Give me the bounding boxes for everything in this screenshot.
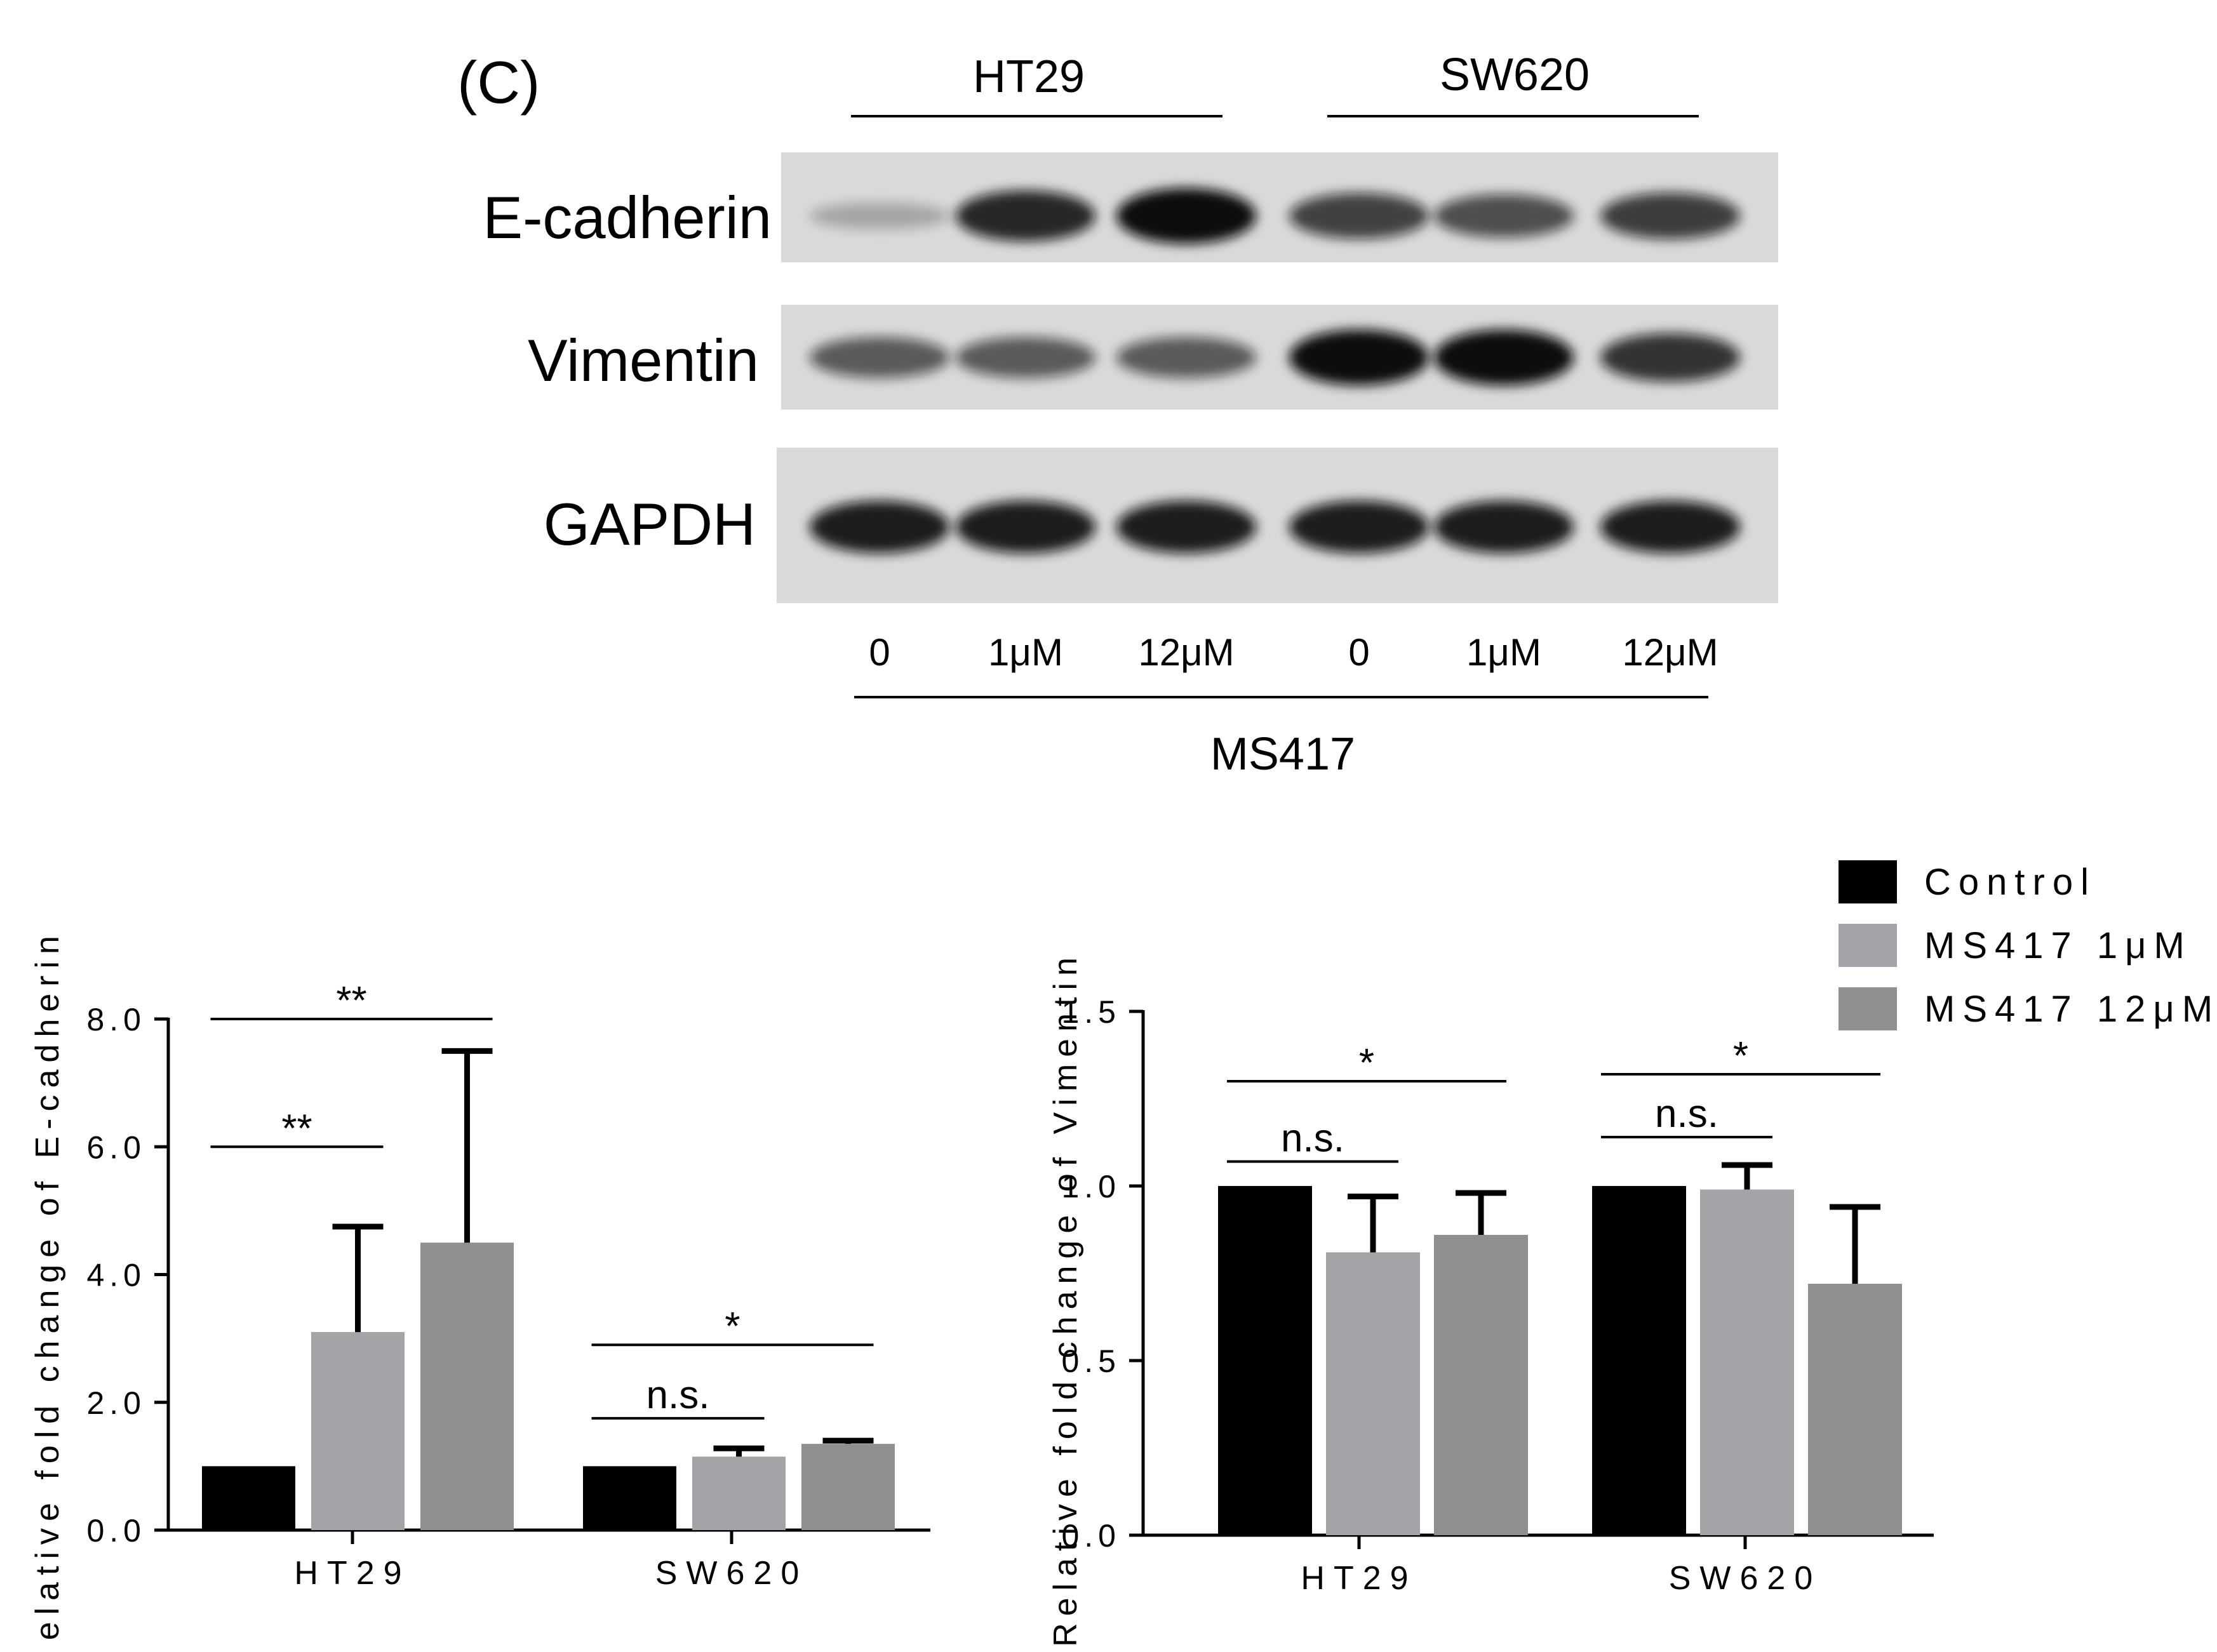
x-tick-label: SW620 [1669, 1560, 1822, 1597]
blot-band [810, 202, 949, 230]
x-tick-label: SW620 [655, 1555, 808, 1592]
significance-label: n.s. [1281, 1117, 1344, 1161]
blot-band [1434, 194, 1574, 238]
significance-label: ** [281, 1107, 312, 1150]
y-tick-label: 2.0 [86, 1385, 146, 1421]
legend-swatch [1839, 987, 1897, 1030]
blot-row-label-gapdh: GAPDH [544, 491, 756, 557]
blot-row-label-ecadherin: E-cadherin [483, 184, 772, 251]
legend-label: MS417 1μM [1924, 925, 2192, 966]
blot-band [1434, 330, 1574, 385]
blot-band [1289, 500, 1429, 554]
bar [1700, 1189, 1794, 1535]
legend-label: Control [1924, 862, 2096, 903]
blot-row-label-vimentin: Vimentin [528, 327, 759, 394]
x-tick-label: HT29 [294, 1555, 410, 1592]
significance-label: * [1733, 1034, 1748, 1078]
blot-band [810, 500, 949, 554]
legend-label: MS417 12μM [1924, 989, 2217, 1030]
y-tick-label: 0.5 [1061, 1343, 1121, 1379]
blot-band [1600, 333, 1740, 382]
bar [801, 1444, 895, 1530]
blot-band [956, 336, 1095, 378]
lane-label-2: 1μM [988, 631, 1063, 674]
cell-line-label-sw620: SW620 [1440, 50, 1590, 100]
bar [1326, 1252, 1420, 1535]
legend-swatch [1839, 860, 1897, 903]
ecadherin-chart: Relative fold change of E-cadherin 0.0 2.0… [29, 929, 930, 1652]
bar [1434, 1235, 1528, 1535]
lane-label-3: 12μM [1138, 631, 1234, 674]
lane-label-5: 1μM [1466, 631, 1541, 674]
bar [202, 1466, 295, 1530]
blot-band [1434, 500, 1574, 554]
significance-label: ** [336, 979, 366, 1023]
blot-band [810, 336, 949, 378]
significance-label: * [1359, 1041, 1374, 1085]
blot-band [1116, 188, 1256, 244]
legend-swatch [1839, 924, 1897, 967]
blot-band [1289, 330, 1429, 385]
y-tick-label: 8.0 [86, 1002, 146, 1037]
cell-line-label-ht29: HT29 [973, 51, 1085, 102]
panel-label: (C) [457, 49, 540, 116]
legend: Control MS417 1μM MS417 12μM [1839, 860, 2217, 1030]
y-tick-label: 1.0 [1061, 1169, 1121, 1204]
bar [1808, 1284, 1902, 1535]
y-tick-label: 6.0 [86, 1129, 146, 1165]
bar [1592, 1186, 1686, 1535]
lane-label-6: 12μM [1622, 631, 1718, 674]
significance-label: n.s. [646, 1373, 710, 1417]
y-axis-title: Relative fold change of E-cadherin [29, 929, 66, 1649]
bar [583, 1466, 676, 1530]
treatment-label: MS417 [1210, 729, 1355, 780]
blot-band [1600, 192, 1740, 239]
blot-band [1600, 500, 1740, 554]
blot-band [956, 190, 1095, 242]
significance-label: n.s. [1655, 1092, 1718, 1136]
bar [692, 1456, 786, 1530]
bar [1218, 1186, 1312, 1535]
blot-band [1116, 336, 1256, 378]
bar [311, 1332, 405, 1530]
lane-label-1: 0 [869, 631, 890, 674]
y-tick-label: 0.0 [1061, 1518, 1121, 1554]
blot-band [1289, 192, 1429, 239]
lane-label-4: 0 [1348, 631, 1369, 674]
x-tick-label: HT29 [1301, 1560, 1417, 1597]
y-tick-label: 0.0 [86, 1513, 146, 1549]
y-axis-title: Relative fold change of Vimentin [1047, 950, 1084, 1647]
blot-bands [810, 188, 1740, 554]
bar [420, 1242, 514, 1530]
blot-band [1116, 500, 1256, 554]
blot-band [956, 500, 1095, 554]
y-tick-label: 4.0 [86, 1258, 146, 1293]
y-tick-label: 1.5 [1061, 994, 1121, 1030]
significance-label: * [725, 1305, 740, 1349]
